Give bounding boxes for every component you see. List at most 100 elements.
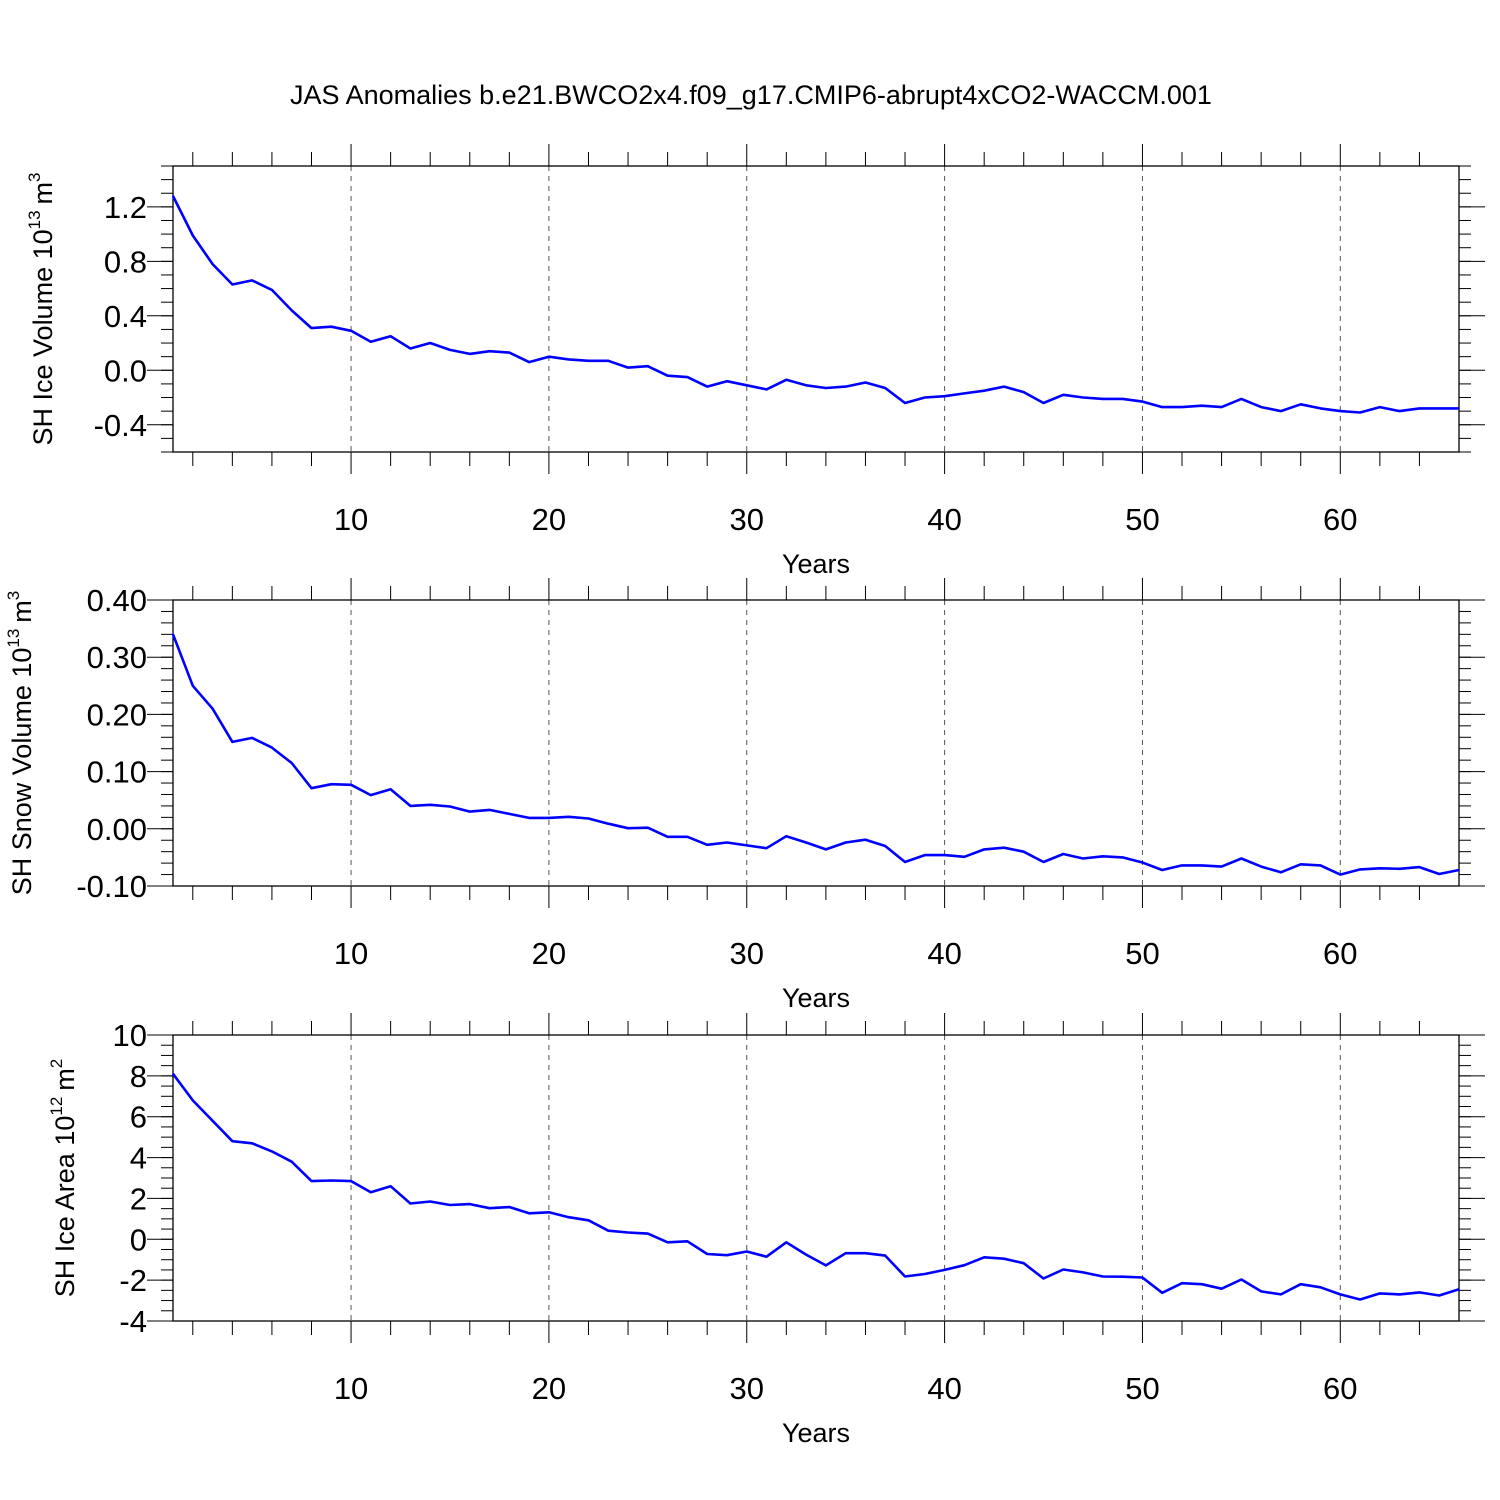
data-point [350, 329, 352, 332]
data-point [528, 361, 530, 363]
data-point [1359, 1298, 1361, 1301]
y-tick-label: 0.8 [104, 244, 147, 279]
data-point [191, 234, 194, 237]
y-axis-label-unit: m [50, 1068, 80, 1091]
data-line [171, 1073, 1460, 1301]
data-point [904, 402, 906, 404]
data-point [1379, 1292, 1381, 1295]
y-axis-label: SH Ice Volume 1013 m3 [25, 172, 58, 445]
y-tick-label: 4 [130, 1141, 147, 1176]
data-point [508, 813, 511, 815]
panel-ice-area: -4 -2 0 2 4 6 8 10 10 20 30 40 50 60 Years SH Ice Area … [47, 1013, 1485, 1448]
x-tick-label: 10 [334, 1371, 368, 1406]
data-point [844, 385, 847, 388]
data-point [1141, 1276, 1144, 1279]
y-tick-label: 0.10 [87, 755, 147, 790]
data-point [706, 385, 708, 388]
data-point [587, 1219, 590, 1222]
data-point [1141, 861, 1144, 864]
y-tick-label: 2 [130, 1181, 147, 1216]
data-point [1260, 865, 1262, 868]
data-point [370, 340, 372, 343]
data-point [251, 279, 253, 282]
data-point [924, 854, 926, 856]
data-point [290, 1160, 293, 1163]
data-point [904, 861, 906, 863]
data-point [1022, 1262, 1025, 1264]
data-point [251, 1142, 253, 1145]
data-point [765, 847, 768, 850]
data-point [1240, 398, 1243, 400]
y-axis-label-exponent: 13 [25, 210, 44, 229]
data-point [1102, 855, 1104, 858]
data-point [211, 263, 214, 265]
data-point [330, 783, 333, 785]
data-point [844, 841, 847, 844]
data-point [290, 309, 293, 312]
data-point [172, 195, 174, 197]
data-point [785, 835, 788, 838]
data-point [726, 841, 728, 844]
data-point [1181, 406, 1183, 408]
data-point [370, 794, 372, 796]
data-point [1161, 406, 1164, 408]
data-point [666, 836, 669, 838]
data-point [726, 380, 728, 382]
data-point [825, 1264, 827, 1267]
y-axis-label-unit-exponent: 3 [25, 172, 44, 181]
data-point [983, 848, 985, 851]
x-tick-label: 20 [532, 502, 566, 537]
y-axis-label-unit-exponent: 2 [47, 1059, 66, 1068]
data-point [1240, 1278, 1243, 1281]
x-tick-label: 30 [730, 502, 764, 537]
data-point [1299, 1283, 1302, 1286]
data-point [864, 381, 867, 384]
data-point [1398, 410, 1401, 412]
data-point [1121, 1275, 1124, 1278]
data-point [607, 822, 610, 825]
data-point [884, 845, 887, 847]
data-point [1201, 1283, 1203, 1286]
data-point [1319, 1286, 1322, 1289]
data-point [1022, 391, 1025, 393]
data-point [1438, 873, 1441, 875]
data-point [429, 1200, 432, 1203]
data-point [1260, 406, 1262, 408]
y-tick-label: 0.00 [87, 812, 147, 847]
data-point [1438, 1294, 1441, 1297]
data-point [429, 342, 432, 344]
data-point [231, 283, 234, 286]
x-tick-label: 60 [1323, 936, 1357, 971]
data-point [567, 1216, 570, 1219]
data-point [1121, 398, 1124, 400]
data-point [745, 384, 748, 387]
y-axis-label: SH Ice Area 1012 m2 [47, 1059, 80, 1298]
x-tick-label: 20 [532, 936, 566, 971]
data-point [508, 351, 511, 354]
data-point [844, 1252, 847, 1254]
data-point [943, 854, 946, 856]
y-tick-label: 10 [113, 1018, 147, 1053]
panel-snow-volume: -0.10 0.00 0.10 0.20 0.30 0.40 10 20 30 40 50 60 Yea… [4, 578, 1485, 1013]
x-tick-label: 40 [927, 1371, 961, 1406]
data-line [171, 195, 1459, 414]
data-point [647, 826, 649, 829]
data-point [310, 327, 313, 329]
data-point [567, 815, 570, 818]
data-point [1003, 846, 1005, 849]
data-point [1062, 1268, 1065, 1271]
x-tick-label: 10 [334, 502, 368, 537]
y-tick-label: -0.4 [94, 408, 147, 443]
data-point [548, 355, 550, 358]
data-point [389, 1185, 392, 1187]
data-point [389, 788, 392, 791]
data-point [1201, 404, 1203, 407]
data-point [449, 349, 451, 351]
data-point [468, 353, 471, 355]
data-point [1102, 398, 1104, 400]
data-point [706, 1253, 708, 1255]
y-tick-label: -0.10 [76, 869, 147, 904]
data-point [1339, 1293, 1342, 1296]
y-axis-label-unit-exponent: 3 [4, 591, 23, 600]
x-axis-label: Years [782, 1418, 850, 1448]
